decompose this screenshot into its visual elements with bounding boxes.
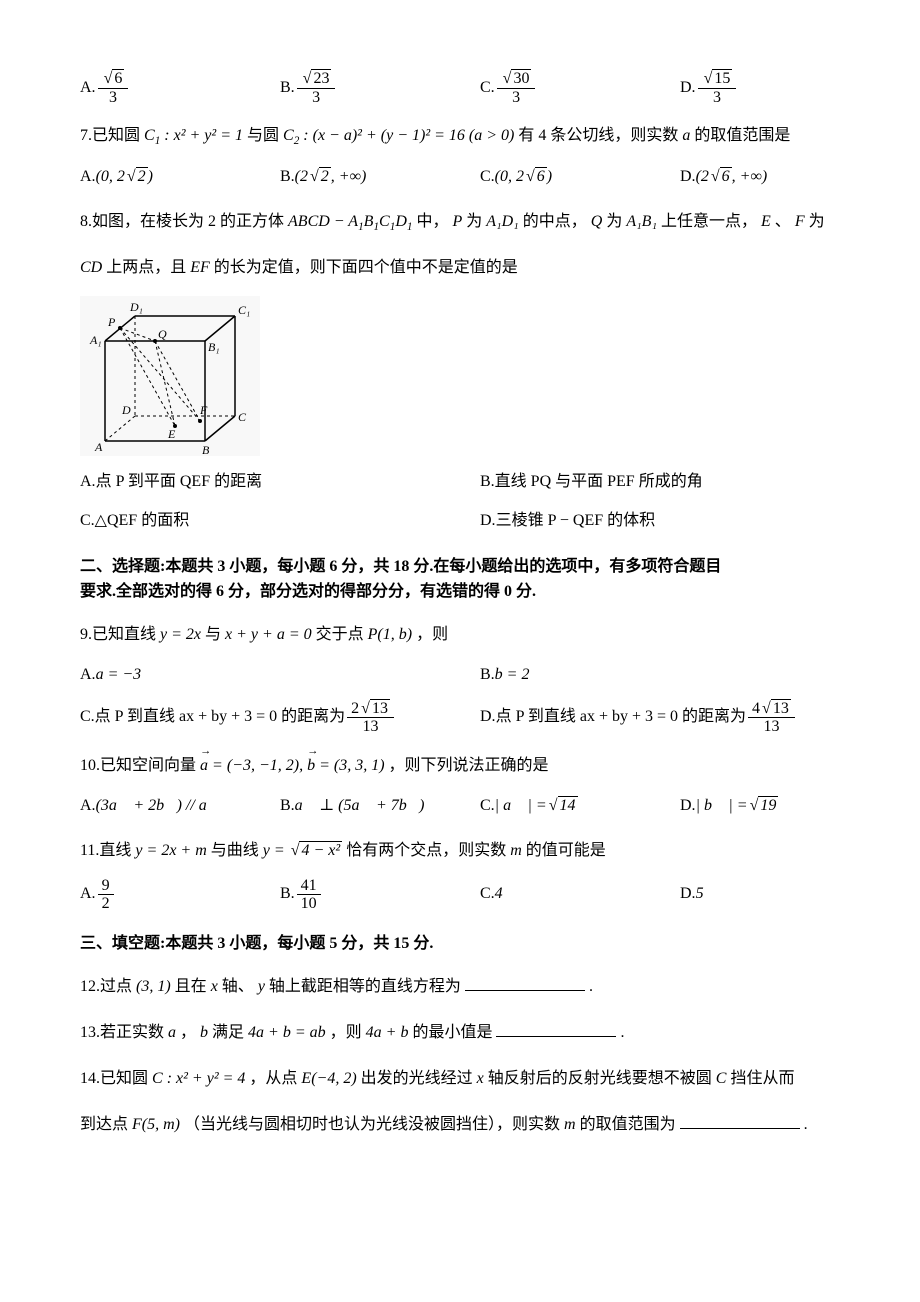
q8-text: 8.如图，在棱长为 2 的正方体 ABCD − A1B1C1D1 中， P 为 … — [80, 206, 840, 239]
q11-opt-a: A. 9 2 — [80, 877, 260, 913]
svg-text:B: B — [202, 443, 210, 456]
blank-input[interactable] — [465, 975, 585, 991]
q14-line2: 到达点 F(5, m) （当光线与圆相切时也认为光线没被圆挡住），则实数 m 的… — [80, 1109, 840, 1141]
q14-line1: 14.已知圆 C : x² + y² = 4 ，从点 E(−4, 2) 出发的光… — [80, 1063, 840, 1095]
q7-options: A. (0, 22) B. (22, +∞) C. (0, 26) D. (26… — [80, 163, 840, 192]
q10-opt-d: D. | b⃗ | = 19 — [680, 792, 860, 821]
opt-label: D. — [680, 74, 696, 103]
q8-opt-b: B. 直线 PQ 与平面 PEF 所成的角 — [480, 468, 860, 497]
q8-text-line2: CD 上两点，且 EF 的长为定值，则下面四个值中不是定值的是 — [80, 252, 840, 284]
q9-opt-d: D. 点 P 到直线 ax + by + 3 = 0 的距离为 413 13 — [480, 700, 860, 736]
q7-text: 7.已知圆 C1 : x² + y² = 1 与圆 C2 : (x − a)² … — [80, 120, 840, 153]
q9-options-row1: A. a = −3 B. b = 2 — [80, 661, 840, 690]
q10-opt-a: A. (3a⃗ + 2b⃗) // a⃗ — [80, 792, 260, 821]
q6-options: A. 6 3 B. 23 3 C. 30 3 D. 15 3 — [80, 70, 840, 106]
q8-figure: D₁ C₁ A₁ B₁ P Q D C A B E F — [80, 296, 840, 456]
opt-label: B. — [280, 74, 295, 103]
cube-diagram-icon: D₁ C₁ A₁ B₁ P Q D C A B E F — [80, 296, 260, 456]
section2-header: 二、选择题:本题共 3 小题，每小题 6 分，共 18 分.在每小题给出的选项中… — [80, 554, 840, 605]
q13-text: 13.若正实数 a ， b 满足 4a + b = ab ，则 4a + b 的… — [80, 1017, 840, 1049]
q9-options-row2: C. 点 P 到直线 ax + by + 3 = 0 的距离为 213 13 D… — [80, 700, 840, 736]
q9-opt-b: B. b = 2 — [480, 661, 860, 690]
q11-opt-d: D. 5 — [680, 877, 860, 913]
svg-text:E: E — [167, 427, 176, 441]
q10-opt-b: B. a⃗ ⊥ (5a⃗ + 7b⃗) — [280, 792, 460, 821]
q9-opt-a: A. a = −3 — [80, 661, 460, 690]
blank-input[interactable] — [680, 1113, 800, 1129]
svg-text:F: F — [199, 403, 208, 417]
q8-opt-c: C. △QEF 的面积 — [80, 507, 460, 536]
q11-text: 11.直线 y = 2x + m 与曲线 y = 4 − x² 恰有两个交点，则… — [80, 835, 840, 867]
fraction: 23 3 — [297, 70, 336, 106]
svg-text:C₁: C₁ — [238, 303, 250, 317]
q12-text: 12.过点 (3, 1) 且在 x 轴、 y 轴上截距相等的直线方程为 . — [80, 971, 840, 1003]
svg-text:D₁: D₁ — [129, 300, 143, 314]
q11-options: A. 9 2 B. 41 10 C. 4 D. 5 — [80, 877, 840, 913]
svg-text:P: P — [107, 315, 116, 329]
fraction: 15 3 — [698, 70, 737, 106]
opt-label: A. — [80, 74, 96, 103]
q11-opt-c: C. 4 — [480, 877, 660, 913]
q8-opt-d: D. 三棱锥 P − QEF 的体积 — [480, 507, 860, 536]
q8-opt-a: A. 点 P 到平面 QEF 的距离 — [80, 468, 460, 497]
opt-label: C. — [480, 74, 495, 103]
q11-opt-b: B. 41 10 — [280, 877, 460, 913]
svg-text:A₁: A₁ — [89, 333, 102, 347]
q6-opt-d: D. 15 3 — [680, 70, 860, 106]
q10-text: 10.已知空间向量 a = (−3, −1, 2), b = (3, 3, 1)… — [80, 750, 840, 782]
q7-opt-b: B. (22, +∞) — [280, 163, 460, 192]
q8-options-row2: C. △QEF 的面积 D. 三棱锥 P − QEF 的体积 — [80, 507, 840, 536]
q8-options-row1: A. 点 P 到平面 QEF 的距离 B. 直线 PQ 与平面 PEF 所成的角 — [80, 468, 840, 497]
q6-opt-c: C. 30 3 — [480, 70, 660, 106]
q6-opt-a: A. 6 3 — [80, 70, 260, 106]
blank-input[interactable] — [496, 1021, 616, 1037]
fraction: 30 3 — [497, 70, 536, 106]
q9-opt-c: C. 点 P 到直线 ax + by + 3 = 0 的距离为 213 13 — [80, 700, 460, 736]
svg-text:A: A — [94, 440, 103, 454]
q7-opt-c: C. (0, 26) — [480, 163, 660, 192]
svg-text:D: D — [121, 403, 131, 417]
q10-options: A. (3a⃗ + 2b⃗) // a⃗ B. a⃗ ⊥ (5a⃗ + 7b⃗)… — [80, 792, 840, 821]
svg-text:B₁: B₁ — [208, 340, 220, 354]
section3-header: 三、填空题:本题共 3 小题，每小题 5 分，共 15 分. — [80, 931, 840, 957]
q6-opt-b: B. 23 3 — [280, 70, 460, 106]
svg-text:Q: Q — [158, 327, 167, 341]
q7-opt-d: D. (26, +∞) — [680, 163, 860, 192]
q9-text: 9.已知直线 y = 2x 与 x + y + a = 0 交于点 P(1, b… — [80, 619, 840, 651]
svg-text:C: C — [238, 410, 247, 424]
fraction: 6 3 — [98, 70, 129, 106]
q7-opt-a: A. (0, 22) — [80, 163, 260, 192]
q10-opt-c: C. | a⃗ | = 14 — [480, 792, 660, 821]
